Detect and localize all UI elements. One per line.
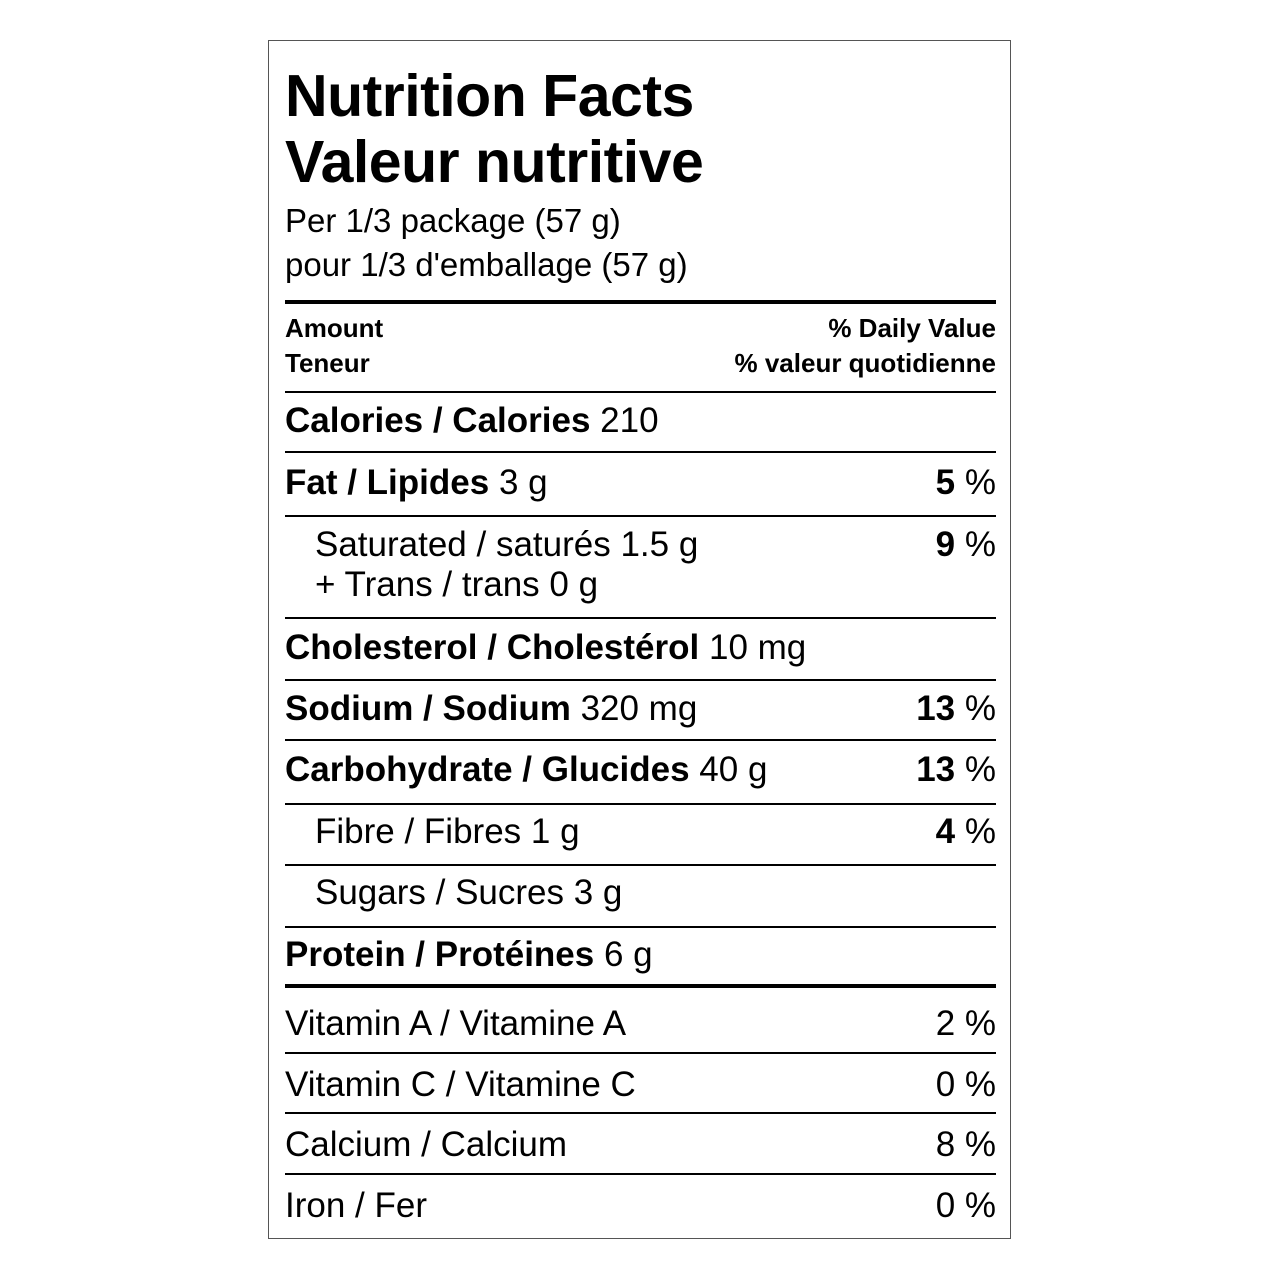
divider bbox=[285, 1112, 996, 1114]
nutrient-amount: 320 mg bbox=[580, 689, 698, 728]
amount-label-fr: Teneur bbox=[285, 348, 370, 378]
vitamin-label: Calcium / Calcium bbox=[285, 1125, 567, 1164]
daily-value-percent: 0 % bbox=[935, 1186, 996, 1225]
vitamin-label: Vitamin C / Vitamine C bbox=[285, 1065, 636, 1104]
thick-divider bbox=[285, 300, 996, 304]
nutrient-label: Carbohydrate / Glucides bbox=[285, 750, 690, 789]
nutrient-label: Cholesterol / Cholestérol bbox=[285, 628, 700, 667]
daily-value-percent: 13 % bbox=[916, 689, 996, 729]
vitamin-row: Vitamin A / Vitamine A 2 % bbox=[285, 1004, 996, 1044]
nutrient-label: Sodium / Sodium bbox=[285, 689, 571, 728]
nutrient-row: Sugars / Sucres 3 g bbox=[285, 873, 996, 913]
vitamin-row: Calcium / Calcium 8 % bbox=[285, 1125, 996, 1165]
percent-sign: % bbox=[964, 525, 996, 564]
daily-value-percent: 9 % bbox=[936, 525, 996, 565]
nutrient-label: Fibre / Fibres bbox=[315, 812, 522, 851]
daily-value-percent: 0 % bbox=[935, 1065, 996, 1104]
divider bbox=[285, 926, 996, 928]
nutrient-amount: 3 g bbox=[573, 873, 623, 912]
title-french: Valeur nutritive bbox=[285, 129, 704, 195]
nutrient-amount: 40 g bbox=[699, 750, 768, 789]
divider bbox=[285, 451, 996, 453]
daily-value-percent: 5 % bbox=[936, 463, 996, 503]
nutrient-label: + Trans / trans bbox=[315, 565, 540, 604]
vitamin-label: Iron / Fer bbox=[285, 1186, 427, 1225]
divider bbox=[285, 739, 996, 741]
percent-value: 13 bbox=[916, 689, 956, 728]
nutrient-label: Saturated / saturés bbox=[315, 525, 611, 564]
vitamin-label: Vitamin A / Vitamine A bbox=[285, 1004, 627, 1043]
divider bbox=[285, 1173, 996, 1175]
nutrient-row: Cholesterol / Cholestérol 10 mg bbox=[285, 628, 996, 668]
nutrient-row: Calories / Calories 210 bbox=[285, 401, 996, 441]
percent-sign: % bbox=[964, 812, 996, 851]
nutrient-row: Sodium / Sodium 320 mg 13 % bbox=[285, 689, 996, 729]
daily-value-percent: 2 % bbox=[935, 1004, 996, 1043]
vitamin-row: Vitamin C / Vitamine C 0 % bbox=[285, 1065, 996, 1105]
serving-size-english: Per 1/3 package (57 g) bbox=[285, 202, 621, 239]
nutrient-amount: 0 g bbox=[549, 565, 599, 604]
nutrient-row: Fibre / Fibres 1 g 4 % bbox=[285, 812, 996, 852]
vitamin-row: Iron / Fer 0 % bbox=[285, 1186, 996, 1226]
nutrient-label: Sugars / Sucres bbox=[315, 873, 564, 912]
nutrient-row: Fat / Lipides 3 g 5 % bbox=[285, 463, 996, 503]
daily-value-label-en: % Daily Value bbox=[828, 313, 996, 343]
divider bbox=[285, 515, 996, 517]
divider bbox=[285, 803, 996, 805]
percent-sign: % bbox=[964, 689, 996, 728]
percent-value: 4 bbox=[935, 812, 956, 851]
nutrient-amount: 6 g bbox=[603, 935, 653, 974]
nutrient-amount: 210 bbox=[600, 401, 659, 440]
percent-value: 5 bbox=[935, 463, 956, 502]
divider bbox=[285, 617, 996, 619]
nutrition-facts-panel: Nutrition Facts Valeur nutritive Per 1/3… bbox=[268, 40, 1011, 1239]
percent-value: 13 bbox=[916, 750, 956, 789]
percent-sign: % bbox=[964, 463, 996, 502]
daily-value-percent: 13 % bbox=[916, 750, 996, 790]
nutrient-row: Carbohydrate / Glucides 40 g 13 % bbox=[285, 750, 996, 790]
divider bbox=[285, 864, 996, 866]
divider bbox=[285, 679, 996, 681]
daily-value-percent: 4 % bbox=[936, 812, 996, 852]
nutrient-amount: 3 g bbox=[498, 463, 548, 502]
title-english: Nutrition Facts bbox=[285, 63, 694, 129]
thick-divider bbox=[285, 984, 996, 988]
nutrient-row: Saturated / saturés 1.5 g + Trans / trans… bbox=[285, 525, 996, 605]
percent-sign: % bbox=[964, 750, 996, 789]
amount-label-en: Amount bbox=[285, 313, 384, 343]
percent-value: 9 bbox=[935, 525, 956, 564]
nutrient-label: Fat / Lipides bbox=[285, 463, 490, 502]
divider bbox=[285, 1052, 996, 1054]
nutrient-amount: 1 g bbox=[530, 812, 580, 851]
divider bbox=[285, 391, 996, 393]
nutrient-row: Protein / Protéines 6 g bbox=[285, 935, 996, 975]
daily-value-label-fr: % valeur quotidienne bbox=[734, 348, 997, 378]
nutrient-label: Calories / Calories bbox=[285, 401, 591, 440]
daily-value-percent: 8 % bbox=[935, 1125, 996, 1164]
nutrient-amount: 10 mg bbox=[708, 628, 807, 667]
nutrient-amount: 1.5 g bbox=[620, 525, 699, 564]
nutrient-label: Protein / Protéines bbox=[285, 935, 595, 974]
serving-size-french: pour 1/3 d'emballage (57 g) bbox=[285, 246, 688, 283]
